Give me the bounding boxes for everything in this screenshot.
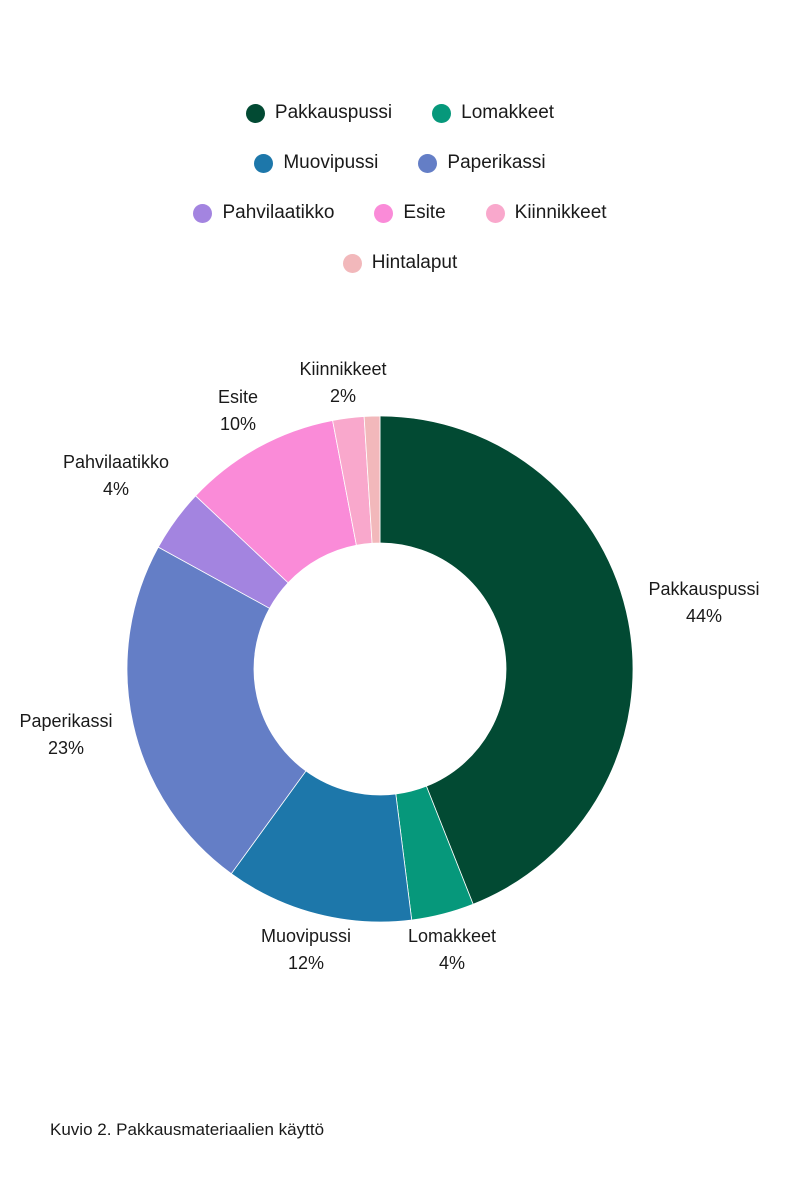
donut-slice-paperikassi <box>126 546 307 875</box>
figure-caption: Kuvio 2. Pakkausmateriaalien käyttö <box>50 1120 325 1139</box>
legend-label: Pahvilaatikko <box>222 202 335 223</box>
legend-row: Muovipussi Paperikassi <box>0 138 800 188</box>
legend-swatch <box>418 153 438 173</box>
donut-slice-hintalaput <box>363 415 381 544</box>
slice-percent-label: 44% <box>686 606 722 626</box>
legend-swatch <box>254 153 274 173</box>
legend-swatch <box>245 103 265 123</box>
legend-label: Lomakkeet <box>461 102 555 123</box>
slice-percent-label: 4% <box>439 953 465 973</box>
legend-item: Kiinnikkeet <box>485 202 607 224</box>
slice-name-label: Pakkauspussi <box>648 579 759 599</box>
legend-item: Pakkauspussi <box>245 102 393 124</box>
donut-chart: Pakkauspussi 44% Lomakkeet 4% Muovipussi 12% P… <box>19 359 759 973</box>
chart-legend: Pakkauspussi Lomakkeet Muovipussi Paperikas… <box>0 88 800 288</box>
slice-name-label: Esite <box>218 387 258 407</box>
slice-name-label: Lomakkeet <box>408 926 496 946</box>
slice-name-label: Pahvilaatikko <box>63 452 169 472</box>
legend-label: Muovipussi <box>283 152 379 173</box>
legend-swatch <box>432 103 452 123</box>
legend-swatch <box>193 203 213 223</box>
legend-swatch <box>374 203 394 223</box>
legend-item: Pahvilaatikko <box>193 202 334 224</box>
legend-swatch <box>342 253 362 273</box>
slice-percent-label: 12% <box>288 953 324 973</box>
slice-percent-label: 4% <box>103 479 129 499</box>
legend-item: Lomakkeet <box>432 102 554 124</box>
legend-item: Paperikassi <box>418 152 546 174</box>
legend-row: Pahvilaatikko Esite Kiinnikkeet <box>0 188 800 238</box>
legend-label: Hintalaput <box>371 252 458 273</box>
legend-row: Pakkauspussi Lomakkeet <box>0 88 800 138</box>
legend-label: Esite <box>403 202 446 223</box>
slice-name-label: Paperikassi <box>19 711 112 731</box>
slice-name-label: Kiinnikkeet <box>299 359 386 379</box>
slice-percent-label: 2% <box>330 386 356 406</box>
legend-swatch <box>485 203 505 223</box>
legend-item: Muovipussi <box>254 152 378 174</box>
legend-item: Hintalaput <box>342 252 458 274</box>
slice-name-label: Muovipussi <box>261 926 351 946</box>
legend-label: Kiinnikkeet <box>514 202 607 223</box>
slice-percent-label: 23% <box>48 738 84 758</box>
slice-percent-label: 10% <box>220 414 256 434</box>
legend-item: Esite <box>374 202 446 224</box>
donut-slice-pakkauspussi <box>379 415 634 905</box>
legend-label: Paperikassi <box>447 152 546 173</box>
legend-label: Pakkauspussi <box>274 102 393 123</box>
legend-row: Hintalaput <box>0 238 800 288</box>
